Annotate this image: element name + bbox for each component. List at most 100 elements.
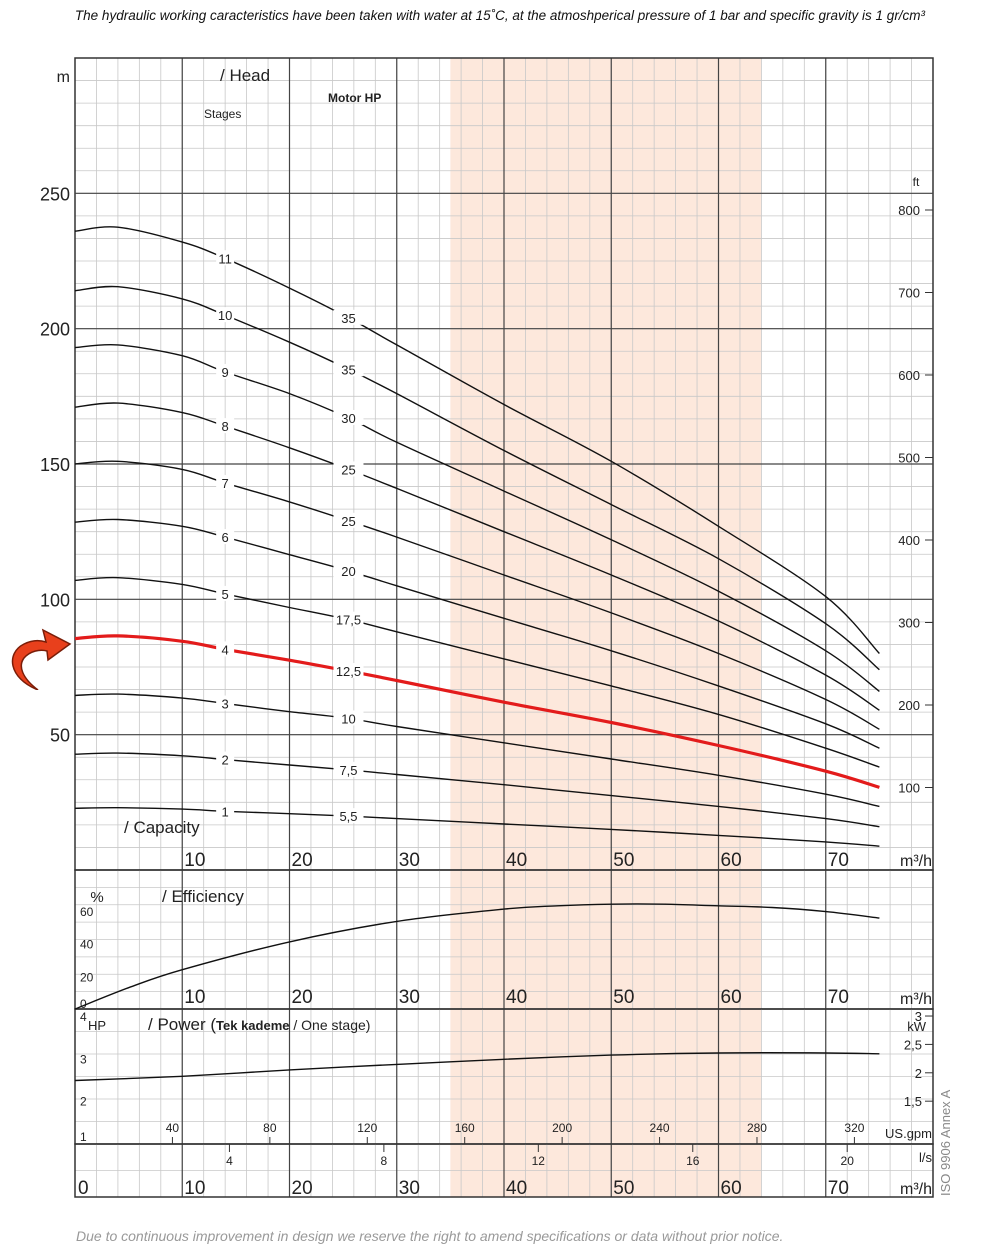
motor-label-bg <box>333 761 364 777</box>
head-y-unit-label: m <box>57 69 70 86</box>
m3h-tick-label: 0 <box>78 1178 89 1199</box>
head-y-tick-label: 50 <box>50 726 70 746</box>
motor-hp-value-label: 10 <box>341 711 355 726</box>
m3h-tick-label: 60 <box>721 1178 742 1199</box>
stage-label-bg <box>216 695 235 711</box>
power-hp-tick-label: 2 <box>80 1095 87 1109</box>
gpm-tick-label: 80 <box>263 1121 277 1135</box>
motor-hp-value-label: 7,5 <box>339 763 357 778</box>
motor-label-bg <box>333 611 364 627</box>
recommended-range-band <box>450 58 762 1197</box>
head-x-tick-label: 60 <box>721 850 742 871</box>
power-hp-tick-label: 4 <box>80 1010 87 1024</box>
gpm-tick-label: 40 <box>166 1121 180 1135</box>
m3h-tick-label: 50 <box>613 1178 634 1199</box>
head-curve <box>74 402 880 711</box>
eff-x-unit-label: m³/h <box>900 991 932 1008</box>
motor-hp-value-label: 30 <box>341 411 355 426</box>
motor-hp-value-label: 25 <box>341 514 355 529</box>
ls-tick-label: 20 <box>841 1154 855 1168</box>
ls-tick-label: 4 <box>226 1154 233 1168</box>
motor-label-bg <box>333 461 364 477</box>
motor-hp-value-label: 20 <box>341 564 355 579</box>
eff-x-tick-label: 20 <box>292 987 313 1008</box>
motor-label-bg <box>333 562 364 578</box>
head-curve <box>74 518 880 749</box>
m3h-tick-label: 20 <box>292 1178 313 1199</box>
head-curve <box>74 343 880 692</box>
ls-unit-label: l/s <box>919 1150 933 1165</box>
motor-label-bg <box>333 663 364 679</box>
eff-x-tick-label: 40 <box>506 987 527 1008</box>
head-y-tick-label: 100 <box>40 590 70 610</box>
motor-hp-label: Motor HP <box>328 91 381 105</box>
eff-x-tick-label: 10 <box>184 987 205 1008</box>
curved-arrow-icon <box>11 628 72 690</box>
stages-label: Stages <box>204 107 241 121</box>
stage-label-bg <box>216 641 235 657</box>
gpm-tick-label: 320 <box>844 1121 864 1135</box>
stage-number-label: 4 <box>222 642 229 657</box>
efficiency-title: / Efficiency <box>162 887 244 906</box>
stage-number-label: 9 <box>222 365 229 380</box>
stage-number-label: 10 <box>218 308 232 323</box>
gpm-tick-label: 240 <box>650 1121 670 1135</box>
ft-tick-label: 100 <box>898 781 920 796</box>
power-hp-tick-label: 1 <box>80 1130 87 1144</box>
head-x-tick-label: 50 <box>613 850 634 871</box>
head-curve <box>74 693 880 808</box>
gpm-tick-label: 160 <box>455 1121 475 1135</box>
gpm-tick-label: 200 <box>552 1121 572 1135</box>
ls-tick-label: 8 <box>381 1154 388 1168</box>
stage-label-bg <box>216 250 235 266</box>
head-curve <box>74 285 880 671</box>
head-y-tick-label: 200 <box>40 320 70 340</box>
power-title: / Power (Tek kademe / One stage) <box>148 1015 370 1034</box>
stage-label-bg <box>216 751 235 767</box>
motor-label-bg <box>333 309 364 325</box>
head-x-tick-label: 10 <box>184 850 205 871</box>
motor-hp-value-label: 17,5 <box>336 613 361 628</box>
motor-hp-value-label: 35 <box>341 362 355 377</box>
head-curve <box>74 752 880 828</box>
power-hp-unit-label: HP <box>88 1018 106 1033</box>
head-x-tick-label: 20 <box>292 850 313 871</box>
m3h-unit-label: m³/h <box>900 1181 932 1198</box>
motor-hp-value-label: 12,5 <box>336 664 361 679</box>
head-title: / Head <box>220 66 270 85</box>
m3h-tick-label: 40 <box>506 1178 527 1199</box>
head-curve-highlight <box>74 634 880 789</box>
motor-label-bg <box>333 808 364 824</box>
head-x-unit-label: m³/h <box>900 853 932 870</box>
efficiency-y-tick-label: 0 <box>80 997 87 1011</box>
motor-label-bg <box>333 512 364 528</box>
stage-number-label: 11 <box>218 251 232 266</box>
head-y-right-unit-label: ft <box>913 175 920 189</box>
motor-label-bg <box>333 710 364 726</box>
eff-x-tick-label: 30 <box>399 987 420 1008</box>
stage-number-label: 2 <box>222 753 229 768</box>
ft-tick-label: 500 <box>898 451 920 466</box>
motor-hp-value-label: 35 <box>341 311 355 326</box>
head-x-tick-label: 40 <box>506 850 527 871</box>
stage-number-label: 6 <box>222 530 229 545</box>
stage-number-label: 1 <box>222 804 229 819</box>
m3h-tick-label: 30 <box>399 1178 420 1199</box>
power-kw-tick-label: 3 <box>915 1009 922 1024</box>
efficiency-y-tick-label: 40 <box>80 938 94 952</box>
m3h-tick-label: 10 <box>184 1178 205 1199</box>
motor-hp-value-label: 5,5 <box>339 809 357 824</box>
head-curve <box>74 576 880 768</box>
head-x-tick-label: 70 <box>828 850 849 871</box>
power-kw-tick-label: 2 <box>915 1066 922 1081</box>
stage-number-label: 3 <box>222 697 229 712</box>
ft-tick-label: 700 <box>898 286 920 301</box>
stage-label-bg <box>216 585 235 601</box>
stage-number-label: 5 <box>222 587 229 602</box>
ft-tick-label: 600 <box>898 368 920 383</box>
efficiency-curve <box>74 903 880 1010</box>
ls-tick-label: 12 <box>532 1154 546 1168</box>
capacity-label: / Capacity <box>124 818 200 837</box>
ft-tick-label: 300 <box>898 616 920 631</box>
